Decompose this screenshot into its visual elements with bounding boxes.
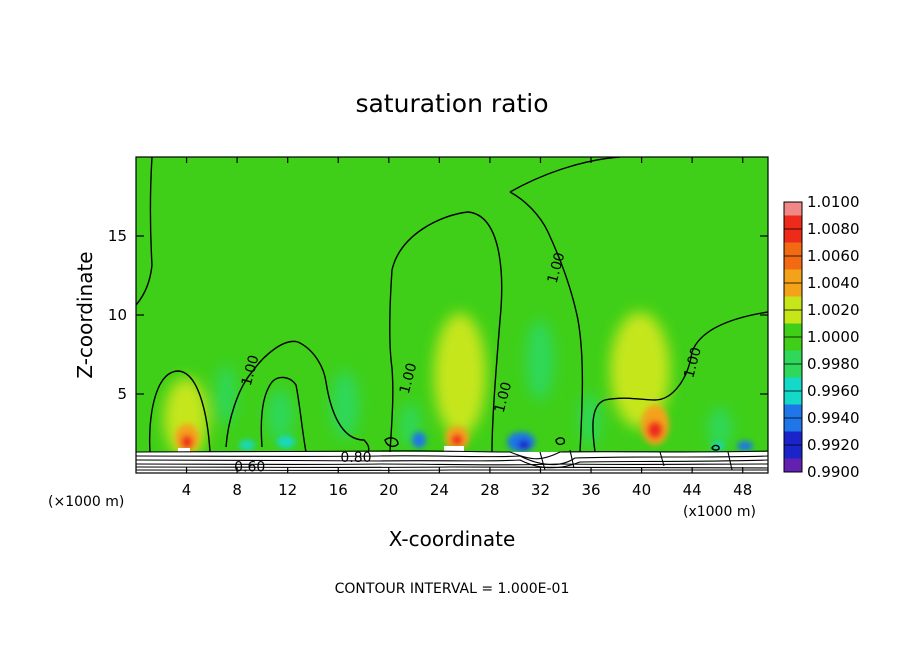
contour-1.00-left-edge: [136, 157, 153, 306]
y-axis-label: Z-coordinate: [73, 251, 97, 378]
contour-interval-note: CONTOUR INTERVAL = 1.000E-01: [335, 581, 570, 597]
x-axis-label: X-coordinate: [389, 527, 516, 551]
field-blob: [737, 441, 753, 451]
field-blob: [708, 408, 732, 448]
x-tick-label: 24: [430, 481, 449, 499]
x-tick-label: 8: [232, 481, 242, 499]
x-axis: 4 8 12 16 20 24 28 32 36 40 44 48: [182, 157, 752, 499]
field-blob: [518, 440, 530, 450]
contour-label: 0.60: [234, 460, 265, 476]
colorbar-level-label: 1.0060: [807, 247, 860, 265]
contour-1.00-cell-d: [388, 211, 503, 453]
x-tick-label: 12: [278, 481, 297, 499]
contour-1.00-cell-c: [260, 376, 307, 453]
contour-label: 1.00: [545, 251, 569, 285]
contour-label: 0.80: [340, 450, 371, 466]
boundary-contours: [136, 449, 768, 471]
x-tick-label: 44: [683, 481, 702, 499]
field-blob: [526, 320, 554, 400]
contour-boundary: [136, 459, 768, 469]
contour-1.00-cell-e: [509, 157, 621, 453]
plot-area: 1.00 1.00 1.00 1.00 1.00 0.80 0.60: [136, 157, 768, 476]
field-blob: [434, 313, 486, 437]
colorbar-level-label: 0.9980: [807, 355, 860, 373]
field-blob: [267, 389, 293, 441]
x-tick-label: 16: [329, 481, 348, 499]
contour-labels: 1.00 1.00 1.00 1.00 1.00 0.80 0.60: [234, 251, 705, 476]
colorbar-level-label: 1.0080: [807, 220, 860, 238]
field-blob: [444, 446, 464, 454]
contour-1.00-cell-b: [225, 340, 370, 453]
x-tick-label: 4: [182, 481, 192, 499]
y-tick-label: 10: [108, 306, 127, 324]
x-unit-left: (×1000 m): [48, 494, 124, 510]
contour-label: 1.00: [492, 380, 516, 414]
x-tick-label: 36: [581, 481, 600, 499]
y-tick-label: 15: [108, 227, 127, 245]
y-axis: 5 10 15: [108, 227, 768, 403]
contour-label: 1.00: [681, 346, 705, 380]
contour-boundary: [136, 450, 768, 460]
contour-boundary: [136, 455, 768, 466]
field-blob: [451, 434, 463, 446]
x-unit-right: (x1000 m): [683, 504, 756, 520]
colorbar-level-label: 1.0100: [807, 193, 860, 211]
field-blob: [647, 421, 663, 439]
contour-lines: [136, 157, 768, 453]
x-tick-label: 40: [632, 481, 651, 499]
contour-small: [555, 437, 566, 446]
y-tick-label: 5: [117, 385, 127, 403]
field-blob: [178, 448, 190, 454]
saturated-highs: [178, 446, 464, 454]
colorbar-level-label: 1.0020: [807, 301, 860, 319]
field-blob: [331, 371, 359, 439]
contour-label: 1.00: [239, 353, 263, 387]
saturation-field-peaks: [175, 405, 753, 452]
x-tick-label: 20: [379, 481, 398, 499]
contour-boundary: [136, 466, 768, 469]
field-blob: [181, 435, 193, 449]
colorbar-swatch: [784, 458, 802, 472]
colorbar-level-label: 1.0040: [807, 274, 860, 292]
contour-1.00-cell-f: [592, 311, 768, 453]
x-tick-label: 32: [531, 481, 550, 499]
colorbar-level-label: 0.9960: [807, 382, 860, 400]
field-blob: [412, 432, 426, 448]
colorbar-level-label: 0.9940: [807, 409, 860, 427]
x-tick-label: 48: [733, 481, 752, 499]
field-blob: [216, 365, 236, 425]
x-tick-label: 28: [480, 481, 499, 499]
chart-title: saturation ratio: [355, 89, 548, 118]
contour-boundary: [136, 463, 768, 466]
colorbar-level-label: 1.0000: [807, 328, 860, 346]
colorbar-level-label: 0.9920: [807, 436, 860, 454]
contour-label: 1.00: [397, 361, 421, 395]
field-blob: [277, 436, 295, 448]
colorbar: 1.0100 1.0080 1.0060 1.0040 1.0020 1.0000 0.99…: [783, 193, 860, 481]
contour-small: [711, 444, 720, 451]
field-blob: [580, 394, 600, 446]
contour-small: [384, 437, 399, 448]
contour-1.00-cell-a: [148, 370, 211, 453]
colorbar-swatch: [784, 202, 802, 216]
contour-boundary: [539, 449, 733, 471]
field-blob: [239, 440, 255, 450]
colorbar-level-label: 0.9900: [807, 463, 860, 481]
